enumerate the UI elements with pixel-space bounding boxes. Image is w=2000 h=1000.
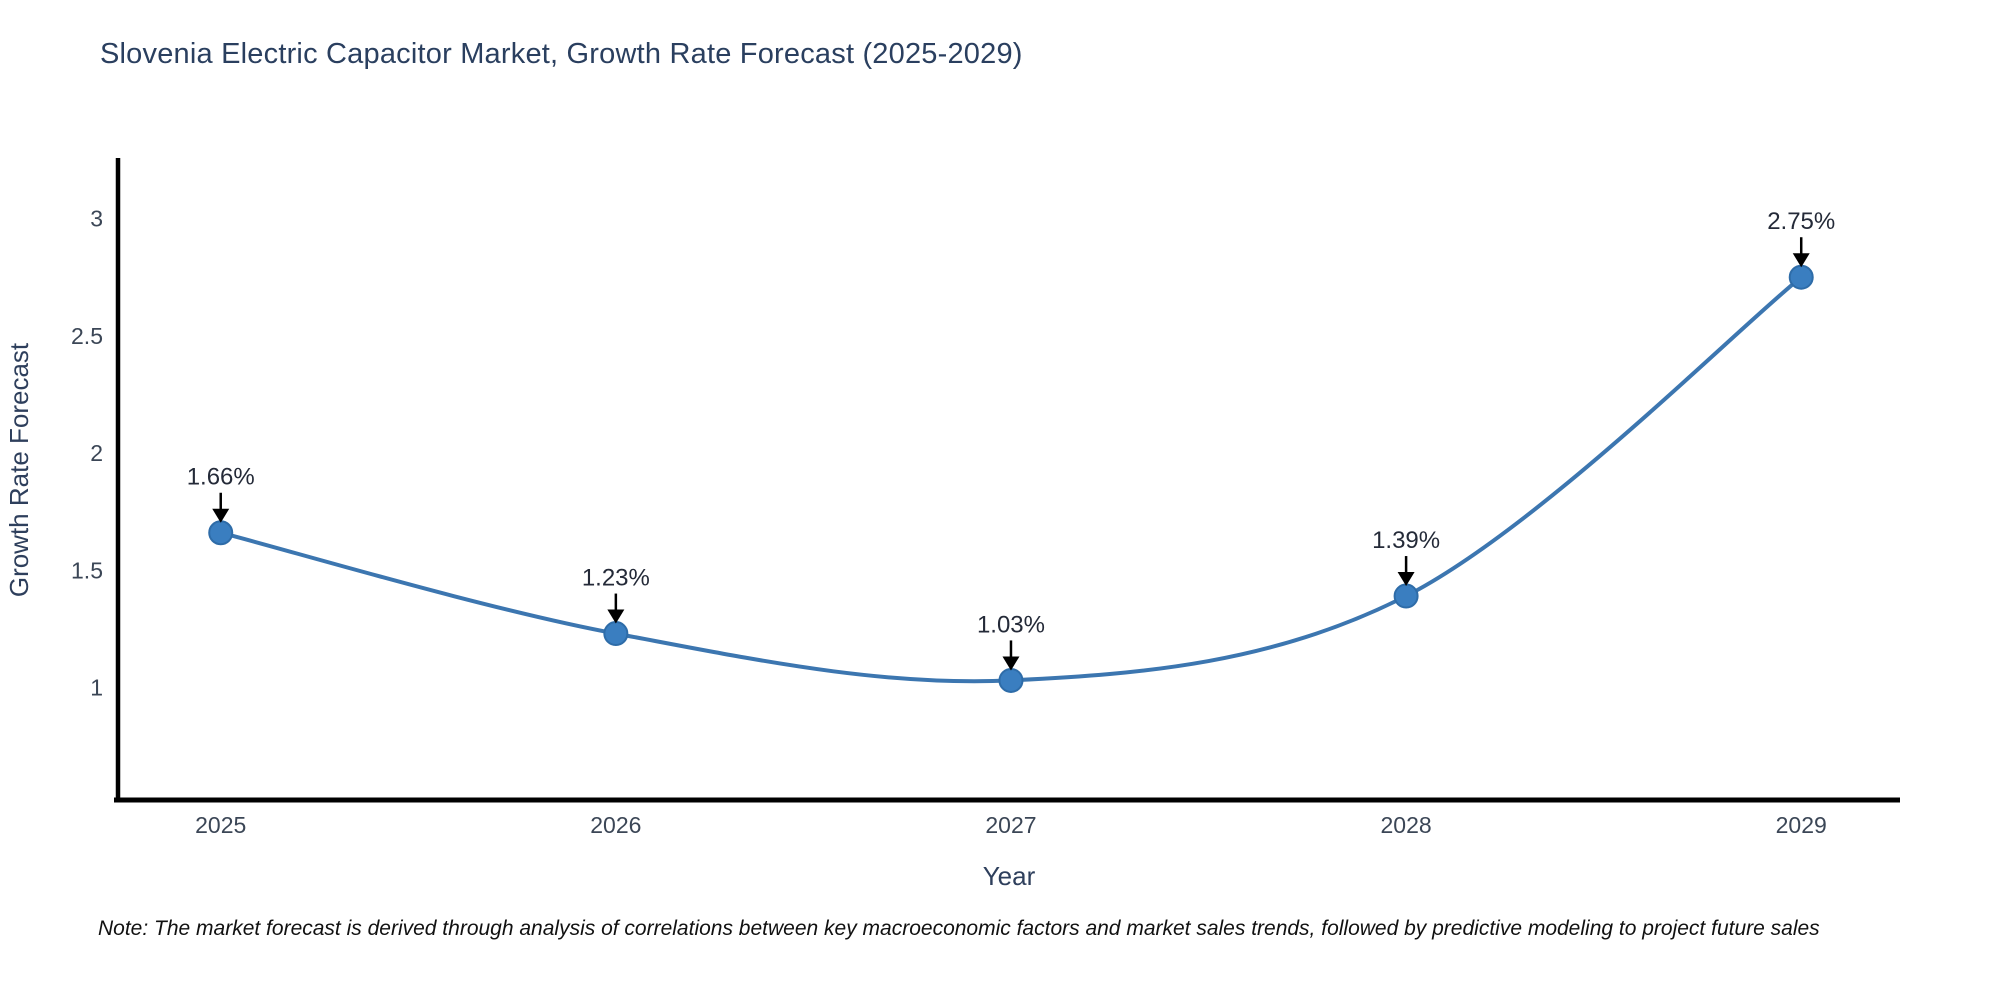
axes-layer: 1 1.5 2 2.5 3 2025 2026 2027 2028 2029 (71, 158, 1900, 838)
y-tick-label: 3 (90, 206, 103, 232)
data-point-marker (603, 621, 629, 647)
annotation-label: 1.03% (977, 611, 1045, 638)
series-layer (208, 264, 1814, 693)
annotation-arrowhead-icon (1792, 253, 1810, 268)
y-tick-label: 1.5 (71, 557, 103, 583)
annotation-arrowhead-icon (607, 609, 625, 624)
x-tick-label: 2026 (590, 812, 641, 838)
data-point-marker (1788, 264, 1814, 290)
footnote: Note: The market forecast is derived thr… (98, 917, 1820, 940)
annotation-label: 1.66% (187, 464, 255, 491)
annotation-arrowhead-icon (212, 508, 230, 523)
x-axis-title: Year (983, 861, 1036, 891)
y-tick-label: 2 (90, 440, 103, 466)
annotation-arrowhead-icon (1397, 572, 1415, 587)
annotation-label: 1.39% (1372, 527, 1440, 554)
chart-title: Slovenia Electric Capacitor Market, Grow… (100, 38, 1023, 70)
data-point-marker (1393, 583, 1419, 609)
data-point-marker (208, 520, 234, 546)
annotation-layer: 1.66% 1.23% 1.03% 1.39% 2.75% (187, 208, 1835, 671)
annotation-label: 2.75% (1767, 208, 1835, 235)
annotation-arrowhead-icon (1002, 656, 1020, 671)
data-point-marker (998, 667, 1024, 693)
y-axis-title: Growth Rate Forecast (4, 342, 34, 597)
x-tick-label: 2028 (1381, 812, 1432, 838)
y-tick-label: 1 (90, 674, 103, 700)
x-tick-label: 2027 (985, 812, 1036, 838)
annotation-label: 1.23% (582, 565, 650, 592)
y-tick-label: 2.5 (71, 323, 103, 349)
x-tick-label: 2029 (1776, 812, 1827, 838)
x-tick-label: 2025 (195, 812, 246, 838)
